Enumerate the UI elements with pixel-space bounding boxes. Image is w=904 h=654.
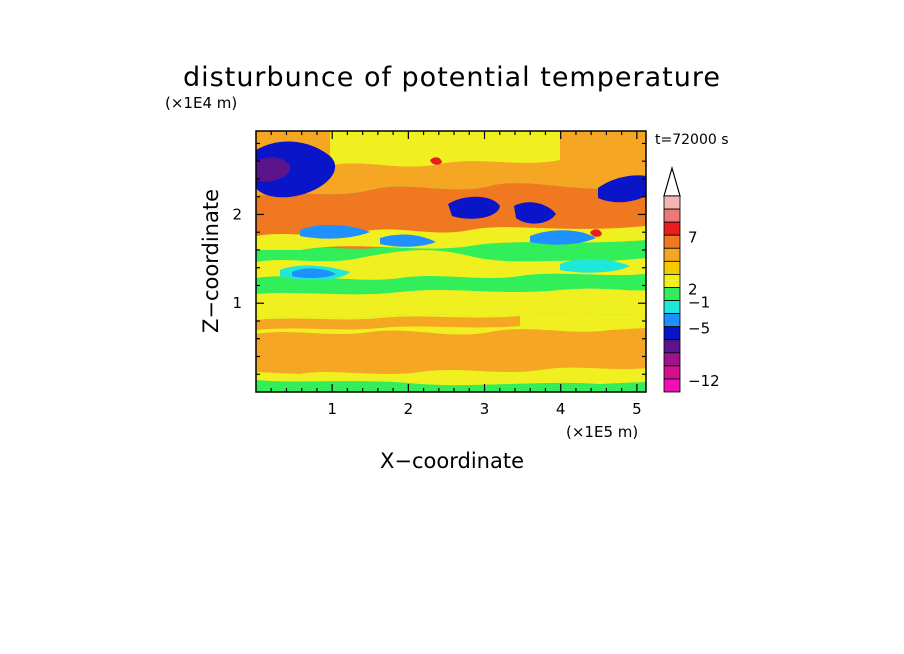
colorbar-label: −1 [688, 294, 710, 312]
contour-red-spot-2 [590, 229, 602, 237]
colorbar-swatch [663, 313, 681, 328]
x-axis-label: X−coordinate [380, 449, 524, 473]
colorbar-label: −5 [688, 320, 710, 338]
colorbar-swatch [663, 300, 681, 314]
contour-blue-streak-3 [530, 230, 596, 245]
y-tick-label: 1 [232, 294, 242, 312]
contour-blue-blob-1 [292, 268, 336, 279]
contour-cyan-blob-2 [560, 258, 630, 273]
contour-band-bottom-green [256, 380, 646, 392]
colorbar-swatch [663, 352, 681, 367]
time-annotation: t=72000 s [655, 132, 729, 148]
colorbar-label: 7 [688, 228, 698, 246]
contour-blue-vortex-farright [598, 175, 646, 203]
contour-blue-vortex-mid [448, 196, 500, 219]
colorbar-swatch [663, 234, 681, 249]
contour-blue-streak-1 [300, 224, 370, 239]
x-tick-label: 5 [632, 400, 642, 418]
colorbar-swatch [663, 221, 681, 236]
contour-blue-vortex-topleft [256, 141, 336, 198]
contour-band-mid-yellow [256, 288, 646, 318]
contour-blue-streak-2 [380, 234, 436, 247]
x-tick-label: 1 [327, 400, 337, 418]
colorbar-swatch [663, 378, 681, 393]
y-tick-label: 2 [232, 205, 242, 223]
x-tick-label: 3 [480, 400, 490, 418]
contour-purple-core-topleft [256, 157, 291, 182]
x-unit-label: (×1E5 m) [566, 423, 638, 441]
contour-field [256, 131, 646, 392]
x-axis-ticks: 1 2 3 4 5 [270, 131, 642, 418]
chart-title: disturbunce of potential temperature [183, 62, 721, 93]
y-axis-label: Z−coordinate [199, 189, 223, 333]
contour-top-yellow [330, 131, 560, 167]
contour-band-lower-orange [256, 328, 646, 374]
colorbar-swatch [663, 260, 681, 275]
colorbar-swatch [663, 208, 681, 223]
colorbar-overflow-arrow [663, 165, 681, 197]
colorbar-swatch [663, 287, 681, 301]
x-tick-label: 4 [556, 400, 566, 418]
colorbar-swatch [663, 247, 681, 262]
colorbar: 7 2−1 −5 −12 [663, 165, 720, 393]
colorbar-swatch [663, 273, 681, 288]
contour-red-spot [430, 157, 442, 165]
y-unit-label: (×1E4 m) [165, 94, 237, 112]
colorbar-swatch [663, 365, 681, 380]
colorbar-label: 2 [688, 281, 698, 299]
colorbar-label: −12 [688, 372, 720, 390]
plot-frame [255, 130, 647, 393]
colorbar-swatch [663, 339, 681, 354]
y-axis-ticks: 12 [232, 142, 646, 375]
contour-band-mid-yellow2 [256, 250, 646, 280]
colorbar-swatch [663, 195, 681, 210]
contour-band-lower-orange2 [256, 316, 520, 330]
contour-blue-vortex-right [514, 202, 556, 224]
x-tick-label: 2 [404, 400, 414, 418]
colorbar-swatch [663, 326, 681, 341]
